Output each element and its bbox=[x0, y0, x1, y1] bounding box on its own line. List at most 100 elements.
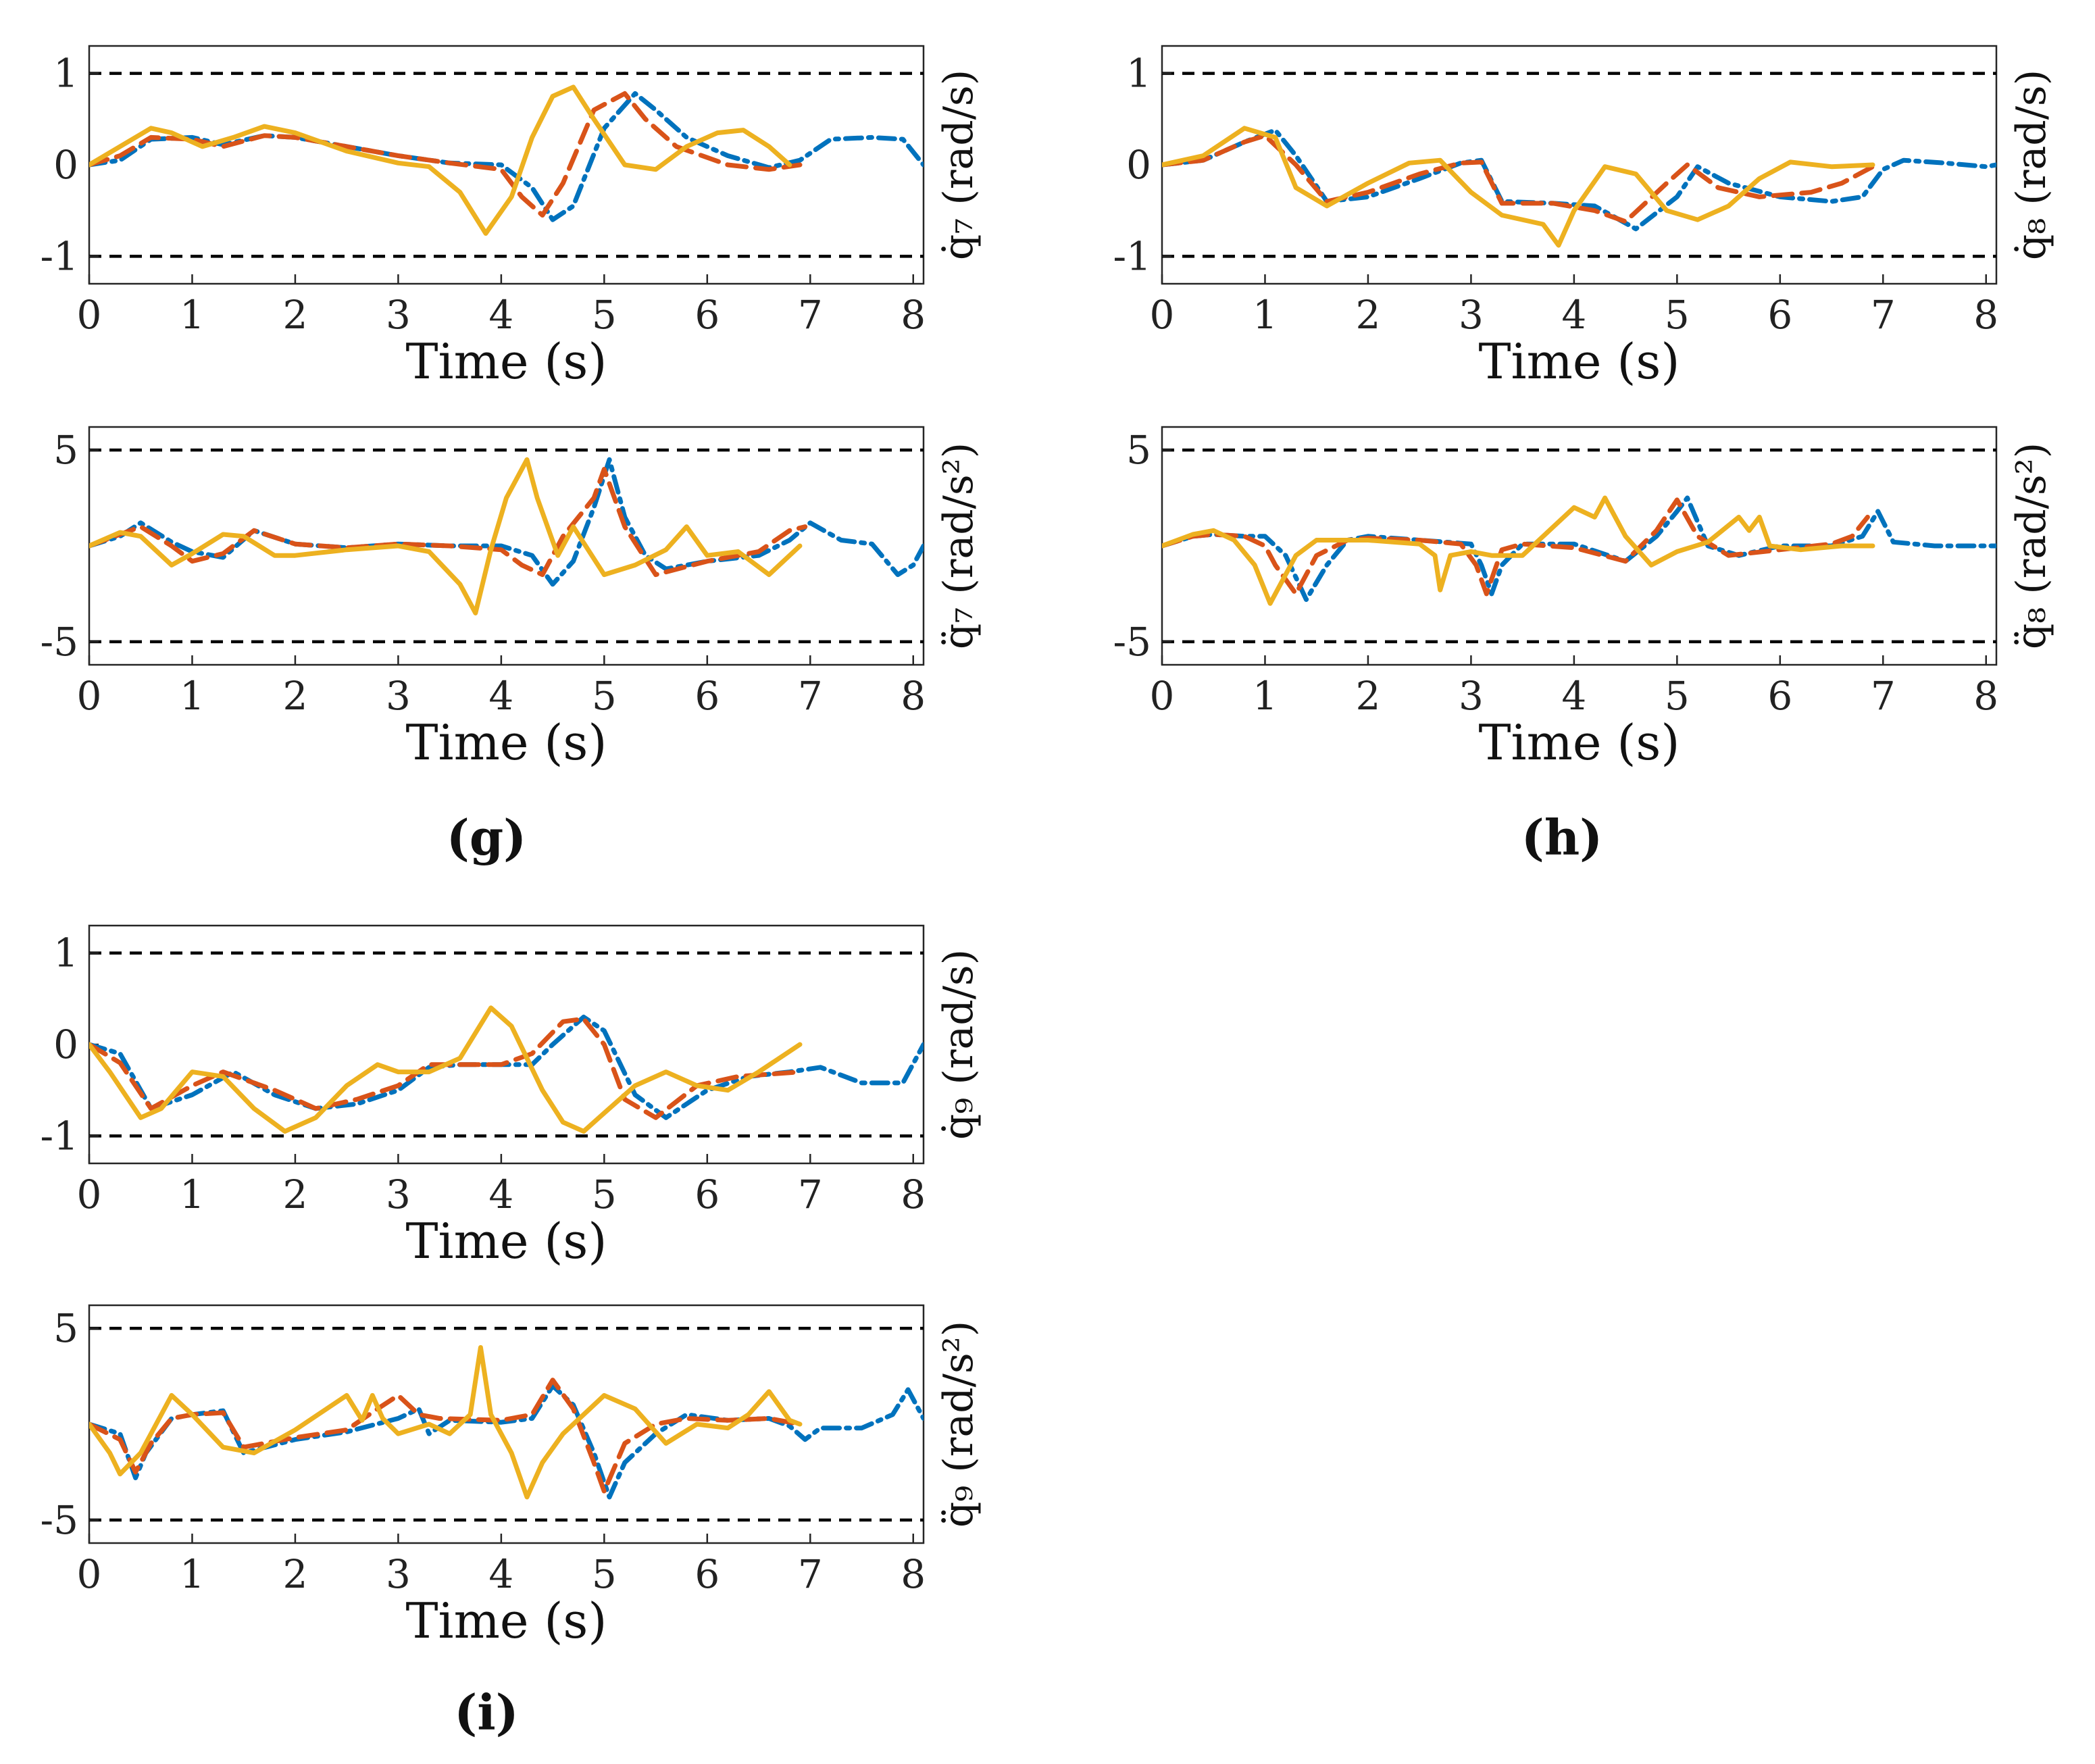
y-axis-label: q̇₇ (rad/s) bbox=[935, 70, 982, 260]
x-tick-label: 4 bbox=[488, 292, 513, 338]
subplot-i-vel: 0 1 2 3 4 5 6 7 8 1 0 -1 Time (s) q̇₉ (rad/s) bbox=[41, 924, 982, 1269]
panel-label-g: (g) bbox=[447, 809, 526, 866]
x-tick-label: 8 bbox=[901, 673, 926, 719]
x-axis-label: Time (s) bbox=[406, 1213, 607, 1269]
x-tick-label: 1 bbox=[1253, 292, 1278, 338]
x-tick-label: 7 bbox=[1871, 673, 1896, 719]
y-tick-label: 5 bbox=[1126, 427, 1151, 473]
x-tick-label: 1 bbox=[180, 292, 205, 338]
x-tick-label: 5 bbox=[1665, 292, 1690, 338]
x-axis-label: Time (s) bbox=[1479, 333, 1680, 390]
series-yellow-line bbox=[1162, 495, 1875, 606]
x-tick-label: 3 bbox=[386, 292, 411, 338]
x-tick-label: 4 bbox=[488, 1551, 513, 1597]
x-tick-label: 3 bbox=[386, 673, 411, 719]
panel-label-i: (i) bbox=[454, 1684, 518, 1741]
series-blue-line bbox=[1162, 128, 1996, 232]
series-group bbox=[89, 1345, 924, 1500]
y-tick-label: 5 bbox=[53, 427, 78, 473]
x-tick-label: 8 bbox=[1973, 292, 1998, 338]
y-tick-label: 1 bbox=[53, 51, 78, 97]
x-tick-label: 6 bbox=[695, 292, 720, 338]
series-yellow-line bbox=[1162, 126, 1875, 248]
series-group bbox=[89, 457, 924, 615]
x-tick-label: 6 bbox=[695, 1551, 720, 1597]
x-tick-label: 7 bbox=[798, 1171, 823, 1217]
subplot-g-acc: 0 1 2 3 4 5 6 7 8 5 -5 Time (s) q̈₇ (rad/s²) bbox=[41, 426, 982, 771]
x-tick-label: 2 bbox=[282, 292, 307, 338]
x-tick-label: 0 bbox=[77, 292, 102, 338]
x-tick-label: 5 bbox=[592, 673, 617, 719]
x-tick-label: 8 bbox=[1973, 673, 1998, 719]
x-tick-label: 5 bbox=[592, 1171, 617, 1217]
y-tick-label: -5 bbox=[1113, 619, 1152, 665]
x-axis-label: Time (s) bbox=[406, 714, 607, 771]
x-tick-label: 3 bbox=[1459, 673, 1484, 719]
x-tick-label: 5 bbox=[592, 1551, 617, 1597]
y-tick-label: 1 bbox=[53, 930, 78, 976]
x-tick-label: 4 bbox=[1561, 673, 1586, 719]
series-group bbox=[89, 1005, 924, 1134]
x-tick-label: 3 bbox=[1459, 292, 1484, 338]
x-tick-label: 0 bbox=[77, 1551, 102, 1597]
series-group bbox=[1162, 126, 1996, 248]
series-red-line bbox=[89, 467, 808, 578]
series-red-line bbox=[1162, 497, 1870, 597]
panels: 0 1 2 3 4 5 6 7 8 1 0 -1 Time (s) q̇₇ (rad/s) 0 1 2 3 4 5 6 7… bbox=[41, 45, 2055, 1649]
series-yellow-line bbox=[89, 1345, 803, 1500]
series-blue-line bbox=[89, 457, 924, 587]
x-tick-label: 8 bbox=[901, 292, 926, 338]
series-red-line bbox=[89, 1378, 803, 1494]
subplot-h-vel: 0 1 2 3 4 5 6 7 8 1 0 -1 Time (s) q̇₈ (rad/s) bbox=[1113, 45, 2055, 390]
series-red-line bbox=[1162, 133, 1875, 224]
x-tick-label: 2 bbox=[282, 673, 307, 719]
series-blue-line bbox=[1162, 495, 1996, 602]
y-axis-label: q̈₈ (rad/s²) bbox=[2008, 443, 2055, 649]
x-tick-label: 2 bbox=[1355, 673, 1380, 719]
y-axis-label: q̈₉ (rad/s²) bbox=[935, 1321, 982, 1528]
x-tick-label: 0 bbox=[1150, 292, 1175, 338]
x-axis-label: Time (s) bbox=[1479, 714, 1680, 771]
subplot-i-acc: 0 1 2 3 4 5 6 7 8 5 -5 Time (s) q̈₉ (rad/s²) bbox=[41, 1304, 982, 1649]
x-tick-label: 7 bbox=[798, 292, 823, 338]
y-axis-label: q̇₈ (rad/s) bbox=[2008, 70, 2055, 260]
x-tick-label: 7 bbox=[798, 1551, 823, 1597]
x-tick-label: 6 bbox=[1767, 292, 1792, 338]
y-tick-label: 0 bbox=[1126, 142, 1151, 188]
series-group bbox=[1162, 495, 1996, 606]
x-tick-label: 5 bbox=[1665, 673, 1690, 719]
subplot-h-acc: 0 1 2 3 4 5 6 7 8 5 -5 Time (s) q̈₈ (rad/s²) bbox=[1113, 426, 2055, 771]
x-tick-label: 6 bbox=[695, 1171, 720, 1217]
y-tick-label: -1 bbox=[41, 1113, 79, 1159]
y-tick-label: 0 bbox=[53, 142, 78, 188]
x-tick-label: 4 bbox=[488, 1171, 513, 1217]
series-group bbox=[89, 84, 924, 236]
x-axis-label: Time (s) bbox=[406, 333, 607, 390]
series-yellow-line bbox=[89, 84, 792, 236]
x-tick-label: 4 bbox=[488, 673, 513, 719]
series-yellow-line bbox=[89, 1005, 803, 1134]
series-red-line bbox=[89, 91, 803, 218]
y-tick-label: -1 bbox=[41, 233, 79, 279]
y-tick-label: 0 bbox=[53, 1022, 78, 1067]
y-axis-label: q̈₇ (rad/s²) bbox=[935, 443, 982, 649]
series-blue-line bbox=[89, 1014, 924, 1120]
x-tick-label: 2 bbox=[282, 1171, 307, 1217]
x-tick-label: 1 bbox=[180, 673, 205, 719]
x-tick-label: 7 bbox=[1871, 292, 1896, 338]
x-tick-label: 1 bbox=[1253, 673, 1278, 719]
x-tick-label: 0 bbox=[1150, 673, 1175, 719]
x-tick-label: 6 bbox=[695, 673, 720, 719]
y-tick-label: -5 bbox=[41, 619, 79, 665]
y-tick-label: -1 bbox=[1113, 233, 1152, 279]
x-tick-label: 2 bbox=[282, 1551, 307, 1597]
x-tick-label: 8 bbox=[901, 1551, 926, 1597]
x-tick-label: 1 bbox=[180, 1171, 205, 1217]
panel-label-h: (h) bbox=[1521, 809, 1602, 866]
x-tick-label: 8 bbox=[901, 1171, 926, 1217]
x-tick-label: 1 bbox=[180, 1551, 205, 1597]
x-tick-label: 4 bbox=[1561, 292, 1586, 338]
x-tick-label: 2 bbox=[1355, 292, 1380, 338]
y-tick-label: 5 bbox=[53, 1305, 78, 1351]
y-tick-label: 1 bbox=[1126, 51, 1151, 97]
